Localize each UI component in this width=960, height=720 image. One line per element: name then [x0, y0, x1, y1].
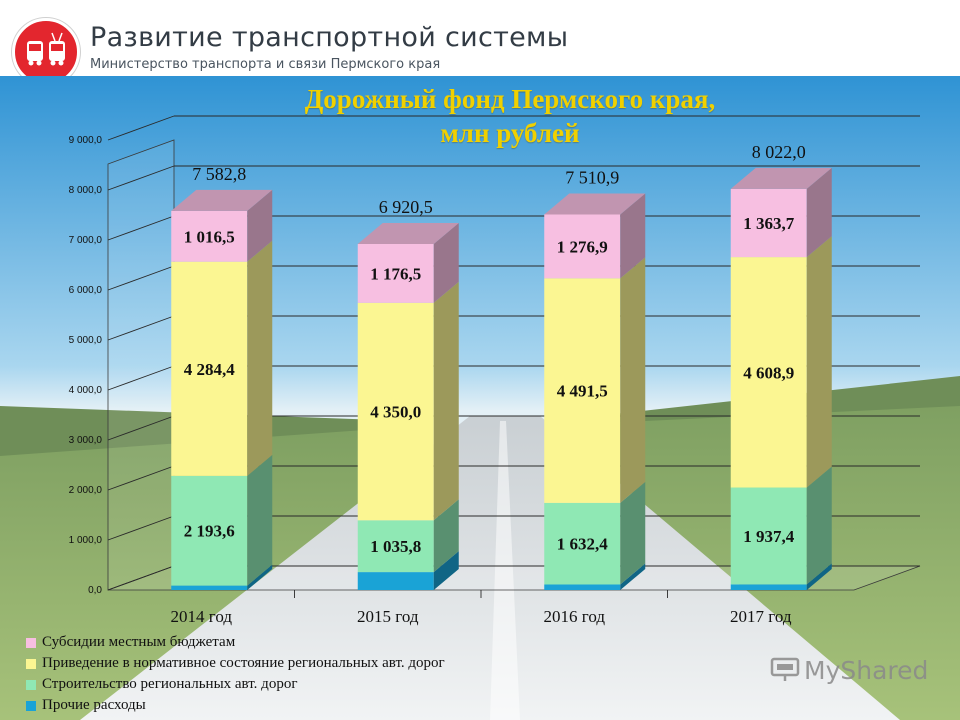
bar-segment-side — [620, 193, 646, 279]
legend-label: Прочие расходы — [42, 697, 146, 713]
chart-title: Дорожный фонд Пермского края, млн рублей — [304, 84, 716, 148]
legend-swatch — [26, 701, 36, 711]
y-tick-label: 2 000,0 — [69, 485, 103, 496]
data-label: 2 193,6 — [184, 522, 235, 541]
y-tick-label: 0,0 — [88, 585, 102, 596]
bar-segment — [544, 584, 621, 590]
data-label: 1 937,4 — [743, 527, 795, 546]
back-wall — [107, 139, 175, 591]
bar-segment-side — [433, 551, 459, 590]
legend-label: Субсидии местным бюджетам — [42, 634, 236, 650]
gridline-diagonal — [107, 265, 175, 291]
bar-segment-side — [620, 257, 646, 503]
bar-segment — [730, 188, 807, 258]
bar-segment-side — [247, 240, 273, 476]
bar-segment-side — [806, 466, 832, 585]
legend-item-maintenance: Приведение в нормативное состояние регио… — [26, 653, 445, 674]
bar-segment-side — [620, 481, 646, 585]
bar-segment-side — [433, 222, 459, 303]
bar-segment — [171, 210, 248, 262]
bar-segment — [730, 584, 807, 590]
gridline-diagonal — [107, 515, 175, 541]
gridline-diagonal — [107, 465, 175, 491]
bar-segment — [730, 487, 807, 585]
data-label: 4 608,9 — [743, 363, 794, 382]
total-label: 8 022,0 — [752, 142, 806, 162]
gridline-diagonal — [107, 365, 175, 391]
total-label: 6 920,5 — [379, 197, 433, 217]
x-tick-label: 2015 год — [357, 607, 419, 626]
header-subtitle: Министерство транспорта и связи Пермског… — [90, 57, 441, 72]
gridline-diagonal — [107, 215, 175, 241]
bar-segment — [544, 278, 621, 503]
y-tick-label: 8 000,0 — [69, 185, 103, 196]
data-label: 1 176,5 — [370, 264, 421, 283]
bar-segment-side — [806, 167, 832, 258]
bar-segment — [171, 585, 248, 590]
data-label: 1 035,8 — [370, 537, 421, 556]
legend-label: Строительство региональных авт. дорог — [42, 676, 298, 692]
data-label: 4 491,5 — [557, 382, 608, 401]
data-label: 1 276,9 — [557, 237, 608, 256]
y-tick-label: 1 000,0 — [69, 535, 103, 546]
bar-top — [730, 167, 832, 189]
presentation-icon — [770, 657, 800, 681]
gridline-diagonal — [107, 565, 175, 591]
bar-segment-side — [247, 189, 273, 262]
gridline-diagonal — [107, 315, 175, 341]
bar-top — [171, 189, 273, 211]
bar-segment — [171, 475, 248, 586]
y-tick-label: 7 000,0 — [69, 235, 103, 246]
y-tick-label: 6 000,0 — [69, 285, 103, 296]
y-tick-label: 3 000,0 — [69, 435, 103, 446]
bar-segment — [357, 302, 434, 521]
legend-swatch — [26, 659, 36, 669]
slide-header: Развитие транспортной системы Министерст… — [0, 0, 960, 86]
bar-segment-side — [433, 499, 459, 573]
y-tick-label: 5 000,0 — [69, 335, 103, 346]
bar-segment-side — [806, 236, 832, 488]
bar-segment — [730, 257, 807, 488]
bar-segment — [357, 243, 434, 303]
data-label: 4 350,0 — [370, 403, 421, 422]
legend-swatch — [26, 680, 36, 690]
legend-item-subsidies: Субсидии местным бюджетам — [26, 632, 445, 653]
bar-segment — [357, 520, 434, 573]
legend-item-construction: Строительство региональных авт. дорог — [26, 674, 445, 695]
bus-logo-icon — [12, 18, 80, 86]
legend-swatch — [26, 638, 36, 648]
chart-legend: Субсидии местным бюджетам Приведение в н… — [26, 632, 445, 716]
total-label: 7 510,9 — [565, 167, 619, 187]
data-label: 1 363,7 — [743, 214, 795, 233]
y-tick-label: 4 000,0 — [69, 385, 103, 396]
bar-segment-side — [620, 563, 646, 590]
bar-segment-side — [247, 454, 273, 586]
header-title: Развитие транспортной системы — [90, 22, 569, 53]
bar-segment-side — [247, 564, 273, 590]
watermark: MyShared — [770, 656, 928, 685]
legend-item-other: Прочие расходы — [26, 695, 445, 716]
bar-segment — [544, 502, 621, 585]
gridline-diagonal — [107, 115, 175, 141]
x-tick-label: 2014 год — [171, 607, 233, 626]
gridline-diagonal — [107, 415, 175, 441]
bar-segment-side — [433, 281, 459, 521]
legend-label: Приведение в нормативное состояние регио… — [42, 655, 445, 671]
bar-top — [357, 222, 459, 244]
y-tick-label: 9 000,0 — [69, 135, 103, 146]
watermark-text: MyShared — [804, 656, 929, 685]
bar-top — [544, 193, 646, 215]
data-label: 4 284,4 — [184, 360, 236, 379]
x-tick-label: 2017 год — [730, 607, 792, 626]
bar-segment-side — [806, 563, 832, 590]
x-tick-label: 2016 год — [544, 607, 606, 626]
bar-segment — [357, 572, 434, 590]
data-label: 1 016,5 — [184, 227, 235, 246]
bar-segment — [171, 261, 248, 476]
total-label: 7 582,8 — [192, 164, 246, 184]
bar-segment — [544, 214, 621, 279]
gridline-diagonal — [107, 165, 175, 191]
data-label: 1 632,4 — [557, 535, 609, 554]
